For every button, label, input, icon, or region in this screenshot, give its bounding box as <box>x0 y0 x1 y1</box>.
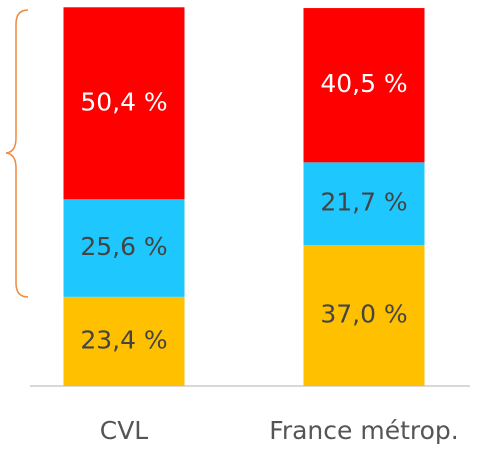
value-label: 23,4 % <box>80 325 167 354</box>
x-tick-label: CVL <box>100 416 149 445</box>
bar-segment <box>63 199 185 297</box>
bar-segment <box>303 245 425 386</box>
bar-segment <box>63 296 185 386</box>
bar-segment <box>303 8 425 163</box>
value-label: 21,7 % <box>320 188 407 217</box>
bar-segment <box>303 162 425 246</box>
value-label: 40,5 % <box>320 69 407 98</box>
bar-segment <box>63 7 185 200</box>
value-label: 25,6 % <box>80 232 167 261</box>
bracket <box>5 9 29 298</box>
x-tick-label: France métrop. <box>269 416 458 445</box>
value-label: 37,0 % <box>320 300 407 329</box>
value-label: 50,4 % <box>80 87 167 116</box>
